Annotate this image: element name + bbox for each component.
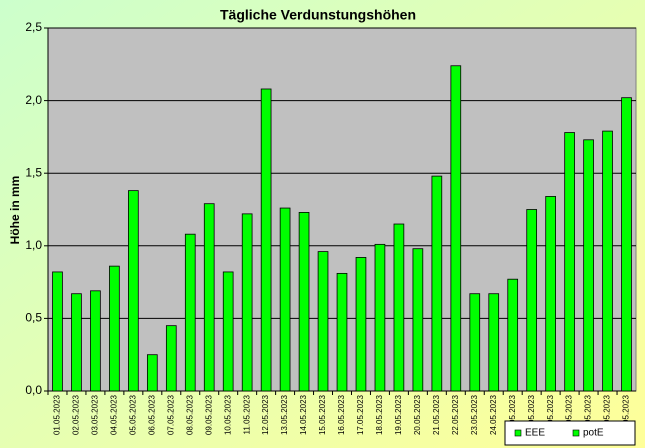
bar <box>621 97 632 392</box>
x-tick-label: 05.05.2023 <box>128 394 137 435</box>
legend-box <box>504 420 636 446</box>
legend-label: potE <box>583 428 604 439</box>
y-tick-label: 0,0 <box>25 383 42 397</box>
x-tick-label: 23.05.2023 <box>470 394 479 435</box>
legend-label: EEE <box>525 428 545 439</box>
x-tick-label: 17.05.2023 <box>356 394 365 435</box>
bar <box>564 132 575 392</box>
bar <box>241 213 253 392</box>
bar <box>298 212 310 392</box>
x-tick-label: 02.05.2023 <box>72 394 81 435</box>
x-tick-label: 25.05.2023 <box>508 394 517 435</box>
bar <box>355 257 367 392</box>
x-tick-label: 31.05.2023 <box>622 394 631 435</box>
x-tick-label: 03.05.2023 <box>91 394 100 435</box>
bar <box>488 293 500 392</box>
bar <box>71 293 82 392</box>
x-tick-label: 15.05.2023 <box>318 394 327 435</box>
bar <box>203 203 215 392</box>
bar <box>336 272 348 392</box>
x-tick-label: 26.05.2023 <box>527 394 536 435</box>
bar <box>431 175 443 392</box>
x-tick-label: 06.05.2023 <box>147 394 156 435</box>
x-tick-label: 21.05.2023 <box>432 394 441 435</box>
bar <box>279 207 291 392</box>
x-tick-label: 10.05.2023 <box>223 394 232 435</box>
bar <box>317 251 329 392</box>
x-tick-label: 24.05.2023 <box>489 394 498 435</box>
y-tick-label: 1,5 <box>25 165 42 179</box>
bar <box>450 65 462 392</box>
bar <box>602 130 613 392</box>
x-tick-label: 12.05.2023 <box>261 394 270 435</box>
x-tick-label: 04.05.2023 <box>109 394 118 435</box>
x-tick-label: 20.05.2023 <box>413 394 422 435</box>
bar <box>52 271 63 392</box>
x-tick-label: 29.05.2023 <box>584 394 593 435</box>
y-tick-label: 1,0 <box>25 238 42 252</box>
bar <box>374 243 386 392</box>
y-tick-label: 2,5 <box>25 20 42 34</box>
x-tick-label: 16.05.2023 <box>337 394 346 435</box>
x-tick-label: 28.05.2023 <box>565 394 574 435</box>
legend-swatch <box>572 429 580 437</box>
bar <box>393 223 405 392</box>
bar <box>109 265 120 392</box>
x-tick-label: 13.05.2023 <box>280 394 289 435</box>
y-tick-label: 0,5 <box>25 311 42 325</box>
x-tick-label: 22.05.2023 <box>451 394 460 435</box>
bar <box>583 139 594 392</box>
x-tick-label: 18.05.2023 <box>375 394 384 435</box>
bar <box>222 271 234 392</box>
bar <box>90 290 101 392</box>
x-tick-label: 27.05.2023 <box>546 394 555 435</box>
y-tick-label: 2,0 <box>25 93 42 107</box>
bar <box>412 248 424 392</box>
bar <box>507 278 519 392</box>
x-tick-label: 09.05.2023 <box>204 394 213 435</box>
x-tick-label: 07.05.2023 <box>166 394 175 435</box>
y-axis-label: Höhe in mm <box>8 176 22 245</box>
bar <box>184 233 196 392</box>
bar <box>545 196 556 392</box>
bar <box>260 88 272 392</box>
chart-title: Tägliche Verdunstungshöhen <box>220 7 416 23</box>
legend-swatch <box>514 429 522 437</box>
bar <box>165 325 177 392</box>
x-tick-label: 11.05.2023 <box>242 394 251 434</box>
x-tick-label: 30.05.2023 <box>603 394 612 435</box>
x-tick-label: 14.05.2023 <box>299 394 308 435</box>
bar <box>146 354 158 392</box>
x-tick-label: 19.05.2023 <box>394 394 403 435</box>
bar <box>526 209 538 392</box>
bar <box>469 293 481 392</box>
x-tick-label: 08.05.2023 <box>185 394 194 435</box>
bar <box>128 190 139 392</box>
x-tick-label: 01.05.2023 <box>53 394 62 435</box>
